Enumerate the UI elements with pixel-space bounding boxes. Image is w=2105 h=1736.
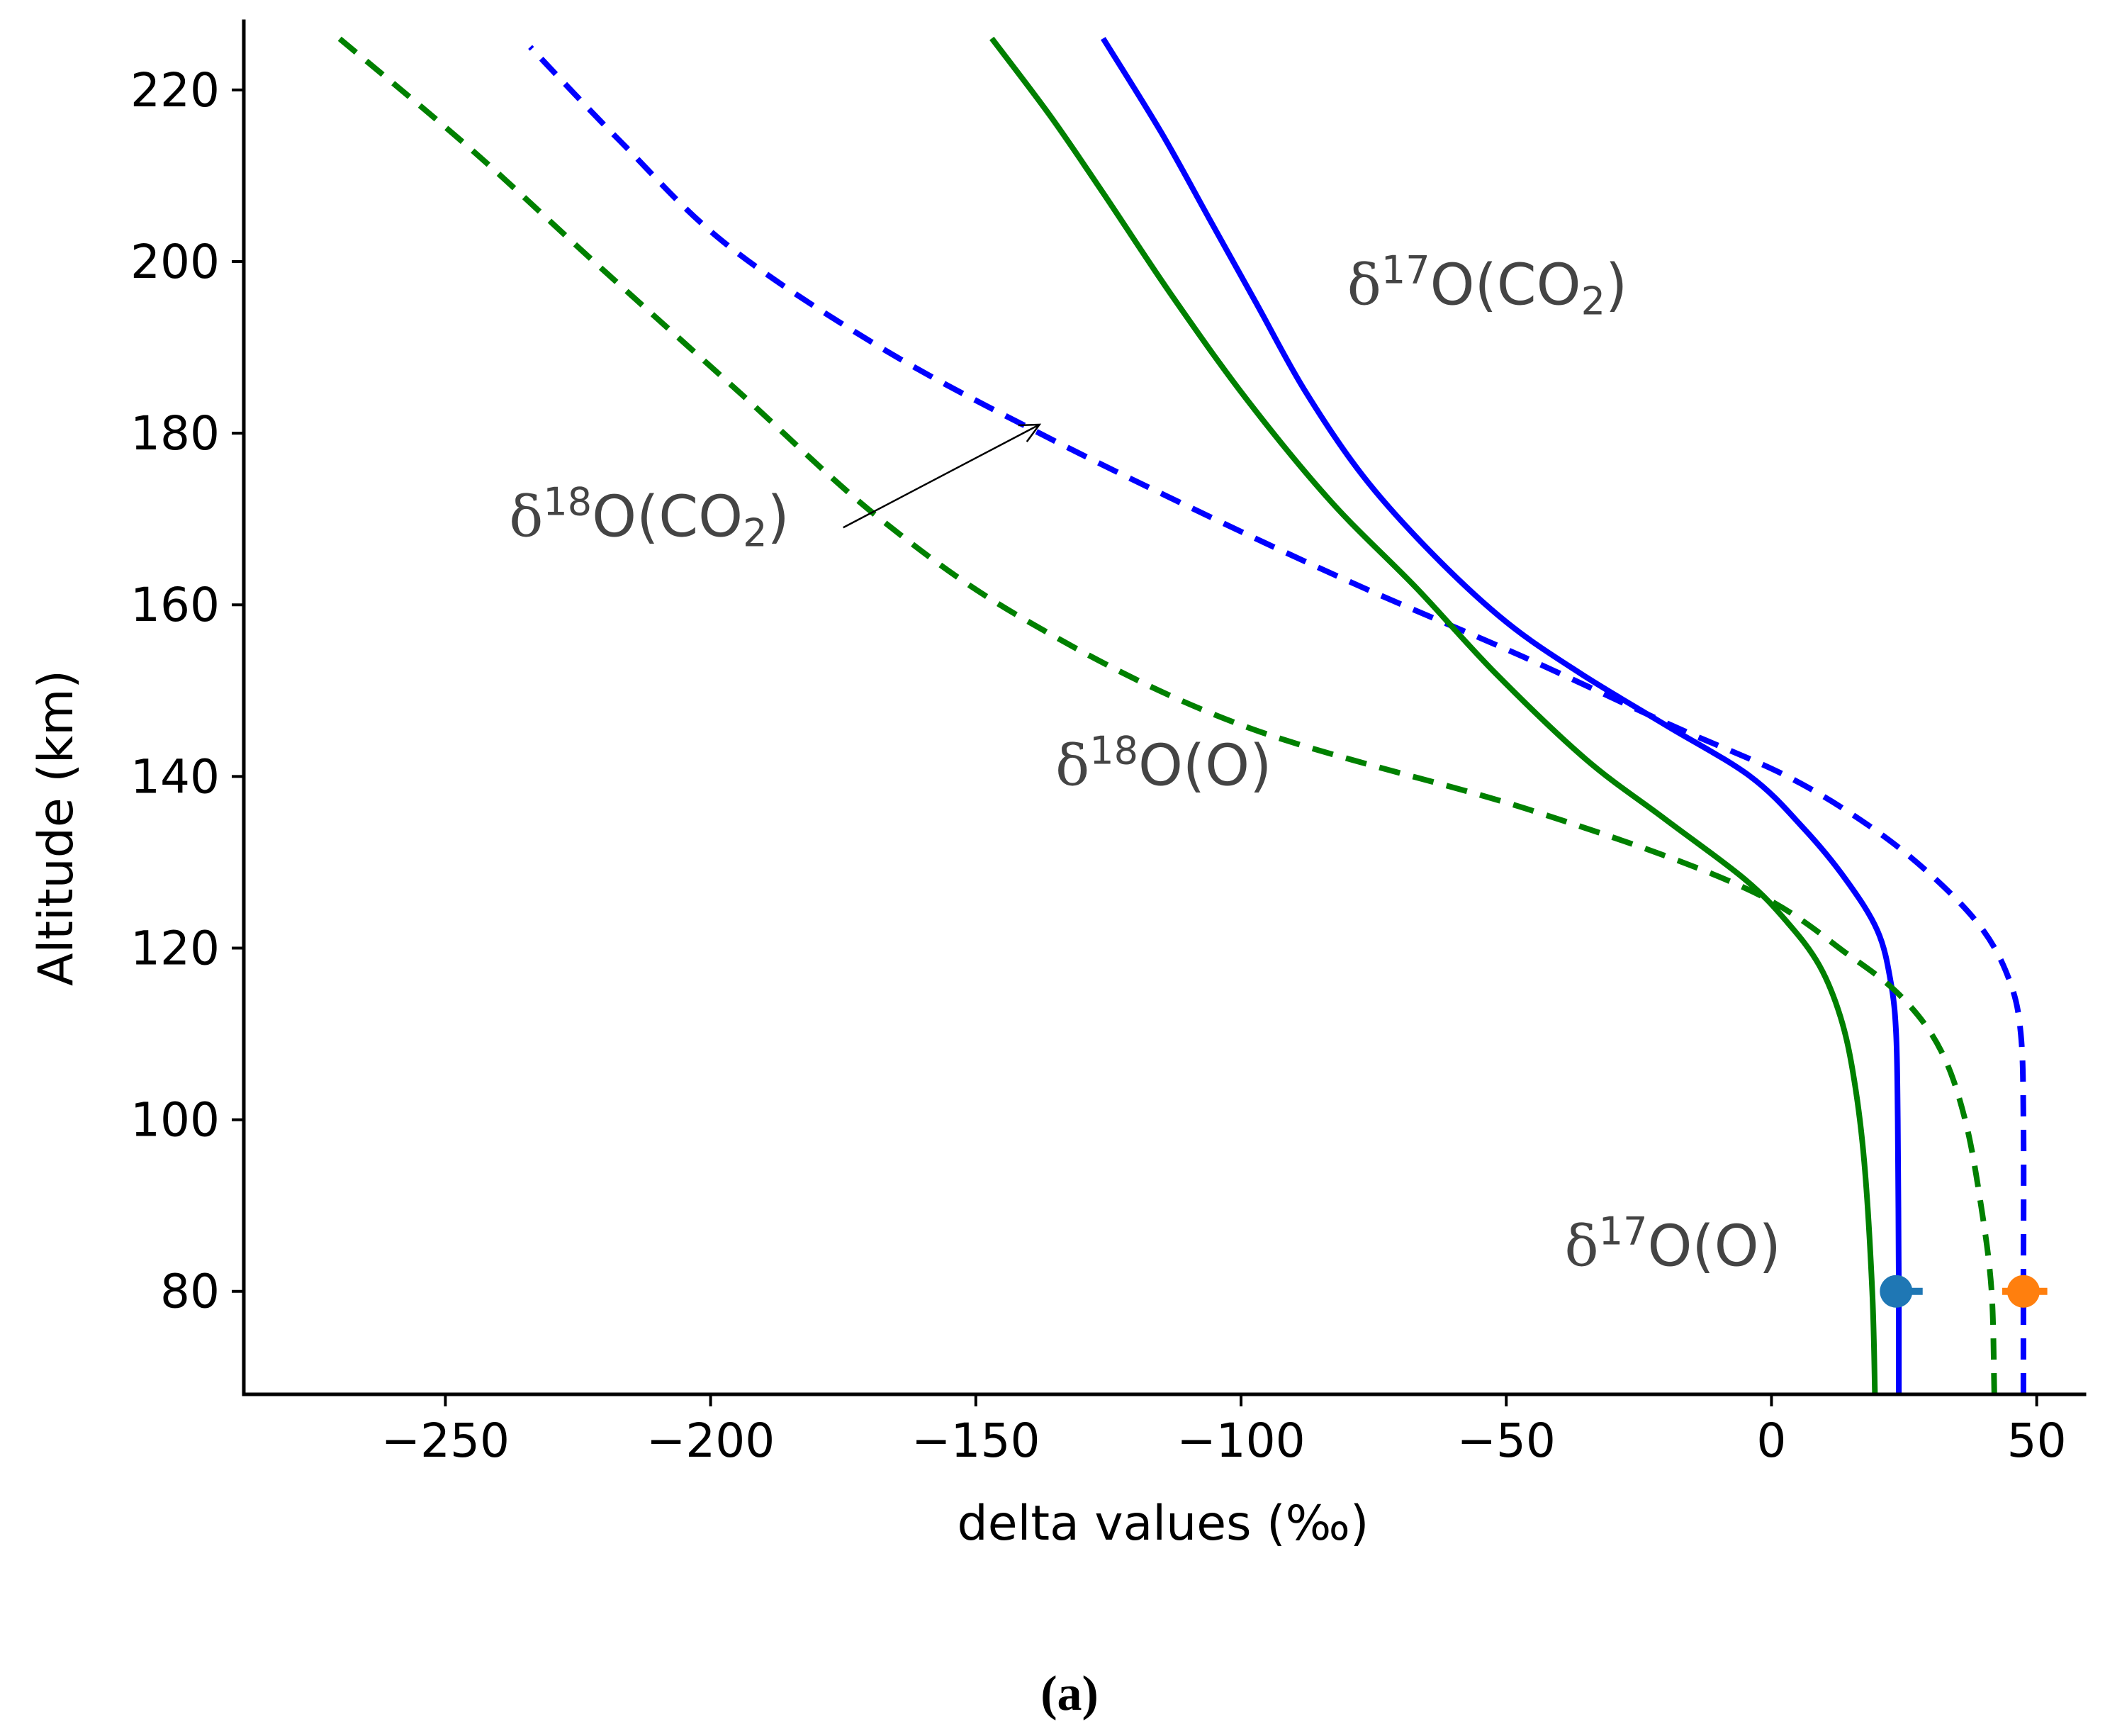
data-point-1 bbox=[2006, 1275, 2040, 1308]
x-tick-label: −50 bbox=[1457, 1413, 1556, 1468]
x-tick-label: 50 bbox=[2007, 1413, 2067, 1468]
panel-label: (a) bbox=[1040, 1667, 1099, 1721]
annotation-d18o-co2: δ18O(CO2) bbox=[509, 479, 789, 555]
series-layer bbox=[337, 36, 2027, 1394]
y-axis-label: Altitude (km) bbox=[28, 670, 84, 986]
arrow-line bbox=[843, 423, 1040, 529]
y-tick-label: 180 bbox=[130, 406, 220, 461]
series-d18o-o-line bbox=[337, 36, 1997, 1394]
anno-layer: δ17O(CO2) δ18O(CO2) δ18O(O) δ17O(O) bbox=[509, 248, 1781, 1279]
series-d18o-co2-line bbox=[528, 45, 2027, 1394]
annotation-d17o-co2: δ17O(CO2) bbox=[1347, 248, 1627, 324]
y-tick-label: 200 bbox=[130, 235, 220, 289]
y-tick-label: 140 bbox=[130, 749, 220, 804]
x-tick-label: −250 bbox=[381, 1413, 510, 1468]
ticks-layer: −250 −200 −150 −100 −50 0 50 80 100 120 140 160 180 2… bbox=[130, 63, 2067, 1468]
data-point-0 bbox=[1880, 1275, 1913, 1308]
y-tick-label: 120 bbox=[130, 921, 220, 975]
marker-layer bbox=[1880, 1275, 2048, 1308]
annotation-d18o-o: δ18O(O) bbox=[1055, 728, 1272, 798]
x-tick-label: −200 bbox=[646, 1413, 775, 1468]
series-d17o-o-line bbox=[989, 36, 1878, 1394]
x-axis-label: delta values (‰) bbox=[958, 1496, 1369, 1552]
annotation-d17o-o: δ17O(O) bbox=[1565, 1209, 1781, 1279]
x-tick-label: −150 bbox=[911, 1413, 1040, 1468]
axes-layer bbox=[242, 19, 2087, 1396]
y-tick-label: 80 bbox=[160, 1265, 220, 1319]
arrow-head bbox=[1018, 423, 1042, 442]
y-tick-label: 220 bbox=[130, 63, 220, 118]
y-tick-label: 100 bbox=[130, 1093, 220, 1148]
x-tick-label: −100 bbox=[1177, 1413, 1305, 1468]
y-tick-label: 160 bbox=[130, 578, 220, 632]
x-tick-label: 0 bbox=[1756, 1413, 1786, 1468]
